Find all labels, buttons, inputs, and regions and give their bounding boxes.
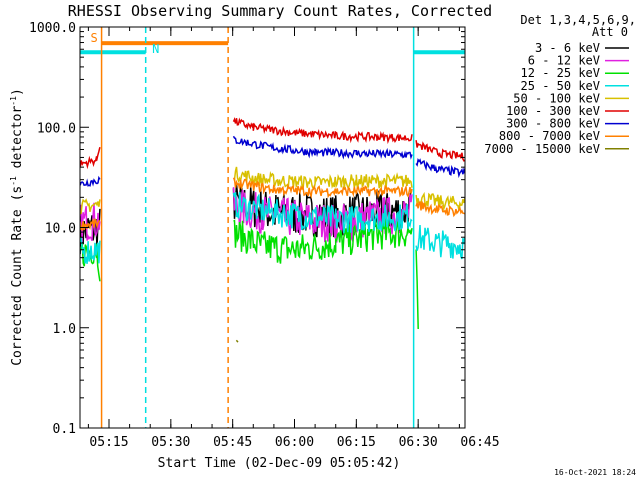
series-line: [80, 135, 465, 187]
series-line: [80, 177, 465, 232]
x-axis-label: Start Time (02-Dec-09 05:05:42): [158, 456, 401, 471]
y-axis: 0.1 1.0 10.0 100.0 1000.0: [29, 21, 465, 437]
x-tick-label: 06:00: [275, 435, 314, 450]
x-axis: 05:15 05:30 05:45 06:00 06:15 06:30 06:45: [87, 27, 500, 450]
footer-timestamp: 16-Oct-2021 18:24: [554, 468, 636, 477]
x-tick-label: 06:30: [399, 435, 438, 450]
series-line: [80, 191, 465, 265]
x-tick-label: 06:15: [337, 435, 376, 450]
flag-bar-night: [80, 50, 146, 55]
x-tick-label: 06:45: [460, 435, 499, 450]
flag-bar-night: [413, 50, 465, 55]
legend-entry: 800 - 7000 keV: [499, 129, 600, 143]
legend-entry: 50 - 100 keV: [513, 91, 600, 105]
legend-header-line1: Det 1,3,4,5,6,9,: [520, 13, 636, 27]
legend-entry: 300 - 800 keV: [506, 117, 600, 131]
y-tick-label: 1000.0: [29, 21, 76, 36]
series-line: [80, 117, 465, 170]
y-axis-label: Corrected Count Rate (s-1 detector-1): [9, 88, 25, 366]
x-tick-label: 05:45: [213, 435, 252, 450]
chart-title: RHESSI Observing Summary Count Rates, Co…: [68, 2, 492, 20]
y-tick-label: 1.0: [53, 322, 76, 337]
legend-entry: 6 - 12 keV: [528, 54, 600, 68]
flag-bar-saa: [101, 41, 229, 46]
legend-header-line2: Att 0: [592, 25, 628, 39]
x-tick-label: 05:15: [89, 435, 128, 450]
series-line: [80, 218, 419, 330]
y-tick-label: 0.1: [53, 422, 76, 437]
series-line: [80, 166, 465, 215]
legend-entry: 25 - 50 keV: [521, 79, 600, 93]
plot-area: SN: [80, 27, 465, 428]
y-tick-label: 100.0: [37, 121, 76, 136]
flag-annotation-n: N: [152, 42, 159, 56]
legend-entry: 3 - 6 keV: [535, 41, 600, 55]
legend-entry: 100 - 300 keV: [506, 104, 600, 118]
legend-entry: 12 - 25 keV: [521, 66, 600, 80]
flag-annotation-s: S: [90, 31, 97, 45]
y-tick-label: 10.0: [45, 222, 76, 237]
legend-entry: 7000 - 15000 keV: [484, 142, 600, 156]
x-tick-label: 05:30: [151, 435, 190, 450]
series-line: [235, 339, 239, 343]
